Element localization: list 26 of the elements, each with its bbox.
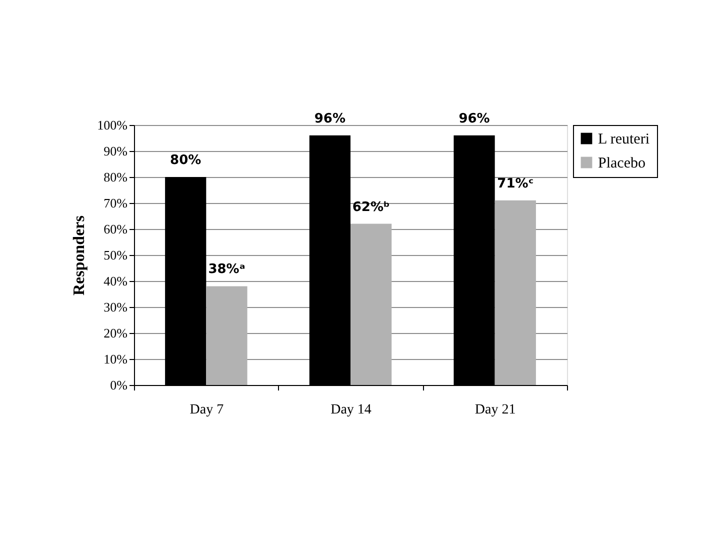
y-tick-label: 0% xyxy=(110,378,128,392)
y-tick-label: 90% xyxy=(104,144,128,158)
data-label: 80% xyxy=(170,153,202,168)
data-label: 96% xyxy=(314,111,346,126)
legend-label: Placebo xyxy=(598,156,646,172)
y-tick-label: 70% xyxy=(104,196,128,210)
data-label: 96% xyxy=(458,111,490,126)
legend-label: L reuteri xyxy=(598,132,650,148)
bar xyxy=(494,200,536,385)
x-tick-label: Day 7 xyxy=(190,402,224,418)
y-tick-label: 60% xyxy=(104,222,128,236)
y-axis-title: Responders xyxy=(71,215,88,296)
y-tick-label: 10% xyxy=(104,352,128,366)
data-label: 38%ᵃ xyxy=(208,262,246,278)
x-tick-label: Day 14 xyxy=(330,402,372,418)
y-tick-label: 20% xyxy=(104,326,128,340)
x-tick-label: Day 21 xyxy=(474,402,516,418)
bar xyxy=(350,224,392,385)
data-label: 71%ᶜ xyxy=(497,176,534,192)
y-tick-label: 30% xyxy=(104,300,128,314)
y-tick-label: 80% xyxy=(104,170,128,184)
y-tick-label: 40% xyxy=(104,274,128,288)
y-tick-label: 100% xyxy=(97,118,128,132)
data-label: 62%ᵇ xyxy=(352,200,390,215)
bar xyxy=(206,286,248,385)
y-tick-label: 50% xyxy=(104,248,128,262)
